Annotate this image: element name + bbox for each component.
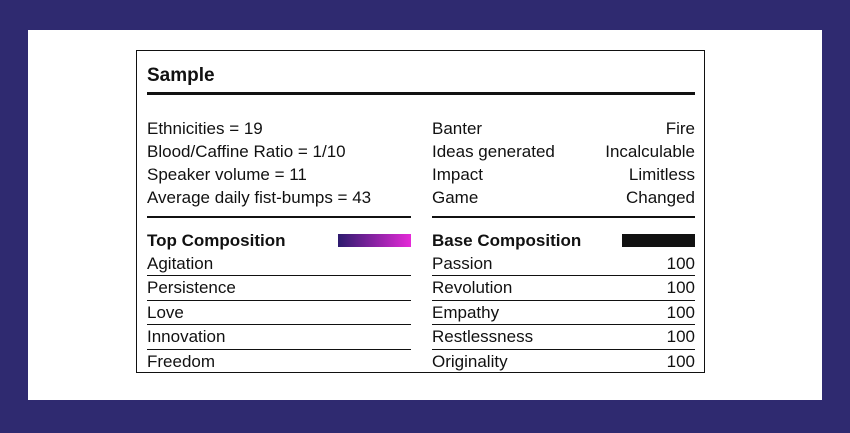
item-label: Originality [432, 351, 508, 371]
left-column: Ethnicities = 19 Blood/Caffine Ratio = 1… [147, 117, 411, 374]
list-item: Agitation [147, 252, 411, 276]
item-value: 100 [666, 278, 695, 297]
item-label: Agitation [147, 253, 214, 273]
stat-pair: Game Changed [432, 186, 695, 209]
divider [432, 216, 695, 218]
stat-value: Incalculable [605, 142, 695, 161]
list-item: Restlessness 100 [432, 325, 695, 350]
sample-card: Sample Ethnicities = 19 Blood/Caffine Ra… [136, 50, 705, 373]
stat-value: Limitless [628, 165, 695, 184]
item-label: Restlessness [432, 327, 534, 346]
list-item: Innovation [147, 325, 411, 350]
list-item: Revolution 100 [432, 276, 695, 301]
list-item: Freedom [147, 350, 411, 375]
title-divider [147, 92, 695, 95]
item-label: Persistence [147, 278, 236, 297]
item-label: Empathy [432, 302, 500, 322]
item-label: Freedom [147, 351, 216, 371]
item-label: Passion [432, 253, 493, 273]
stat-label: Banter [432, 119, 483, 138]
stat-line: Ethnicities = 19 [147, 119, 263, 138]
card-title: Sample [147, 65, 215, 86]
top-composition-heading: Top Composition [147, 230, 286, 250]
stat-label: Impact [432, 165, 484, 184]
item-label: Revolution [432, 278, 513, 297]
list-item: Persistence [147, 276, 411, 301]
stat-line: Blood/Caffine Ratio = 1/10 [147, 142, 346, 161]
stat-value: Fire [665, 119, 695, 138]
list-item: Originality 100 [432, 350, 695, 375]
stat-line: Speaker volume = 11 [147, 165, 307, 184]
stat-label: Ideas generated [432, 142, 555, 161]
stat-value: Changed [625, 188, 695, 207]
stat-pair: Banter Fire [432, 117, 695, 140]
stat-pair: Ideas generated Incalculable [432, 140, 695, 163]
item-label: Innovation [147, 327, 226, 346]
list-item: Empathy 100 [432, 301, 695, 325]
stat-line: Average daily fist-bumps = 43 [147, 188, 372, 207]
stat-label: Game [432, 188, 479, 207]
item-value: 100 [666, 253, 695, 273]
stat-pair: Impact Limitless [432, 163, 695, 186]
top-composition-header: Top Composition [147, 230, 411, 252]
base-composition-heading: Base Composition [432, 230, 582, 250]
item-value: 100 [666, 302, 695, 322]
item-value: 100 [666, 327, 695, 346]
divider [147, 216, 411, 218]
base-composition-header: Base Composition [432, 230, 695, 252]
item-value: 100 [666, 351, 695, 371]
right-column: Banter Fire Ideas generated Incalculable I… [432, 117, 695, 374]
item-label: Love [147, 302, 184, 322]
gradient-swatch [338, 234, 411, 247]
list-item: Passion 100 [432, 252, 695, 276]
list-item: Love [147, 301, 411, 325]
solid-swatch [622, 234, 695, 247]
